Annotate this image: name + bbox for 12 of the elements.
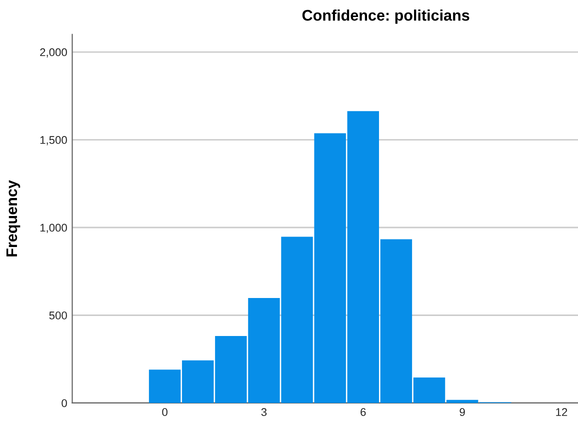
x-tick-label: 0 (162, 408, 168, 416)
x-tick-label: 3 (261, 408, 267, 416)
chart-title: Confidence: politicians (302, 10, 470, 24)
x-tick-label: 12 (556, 408, 568, 416)
y-axis-title: Frequency (6, 180, 20, 256)
x-tick-label: 9 (460, 408, 465, 416)
y-tick-label: 500 (49, 312, 67, 320)
y-tick-label: 1,500 (40, 136, 67, 146)
x-tick-label: 6 (360, 408, 366, 416)
y-tick-label: 0 (62, 399, 67, 408)
y-tick-label: 1,000 (40, 224, 67, 233)
y-tick-label: 2,000 (40, 48, 67, 58)
